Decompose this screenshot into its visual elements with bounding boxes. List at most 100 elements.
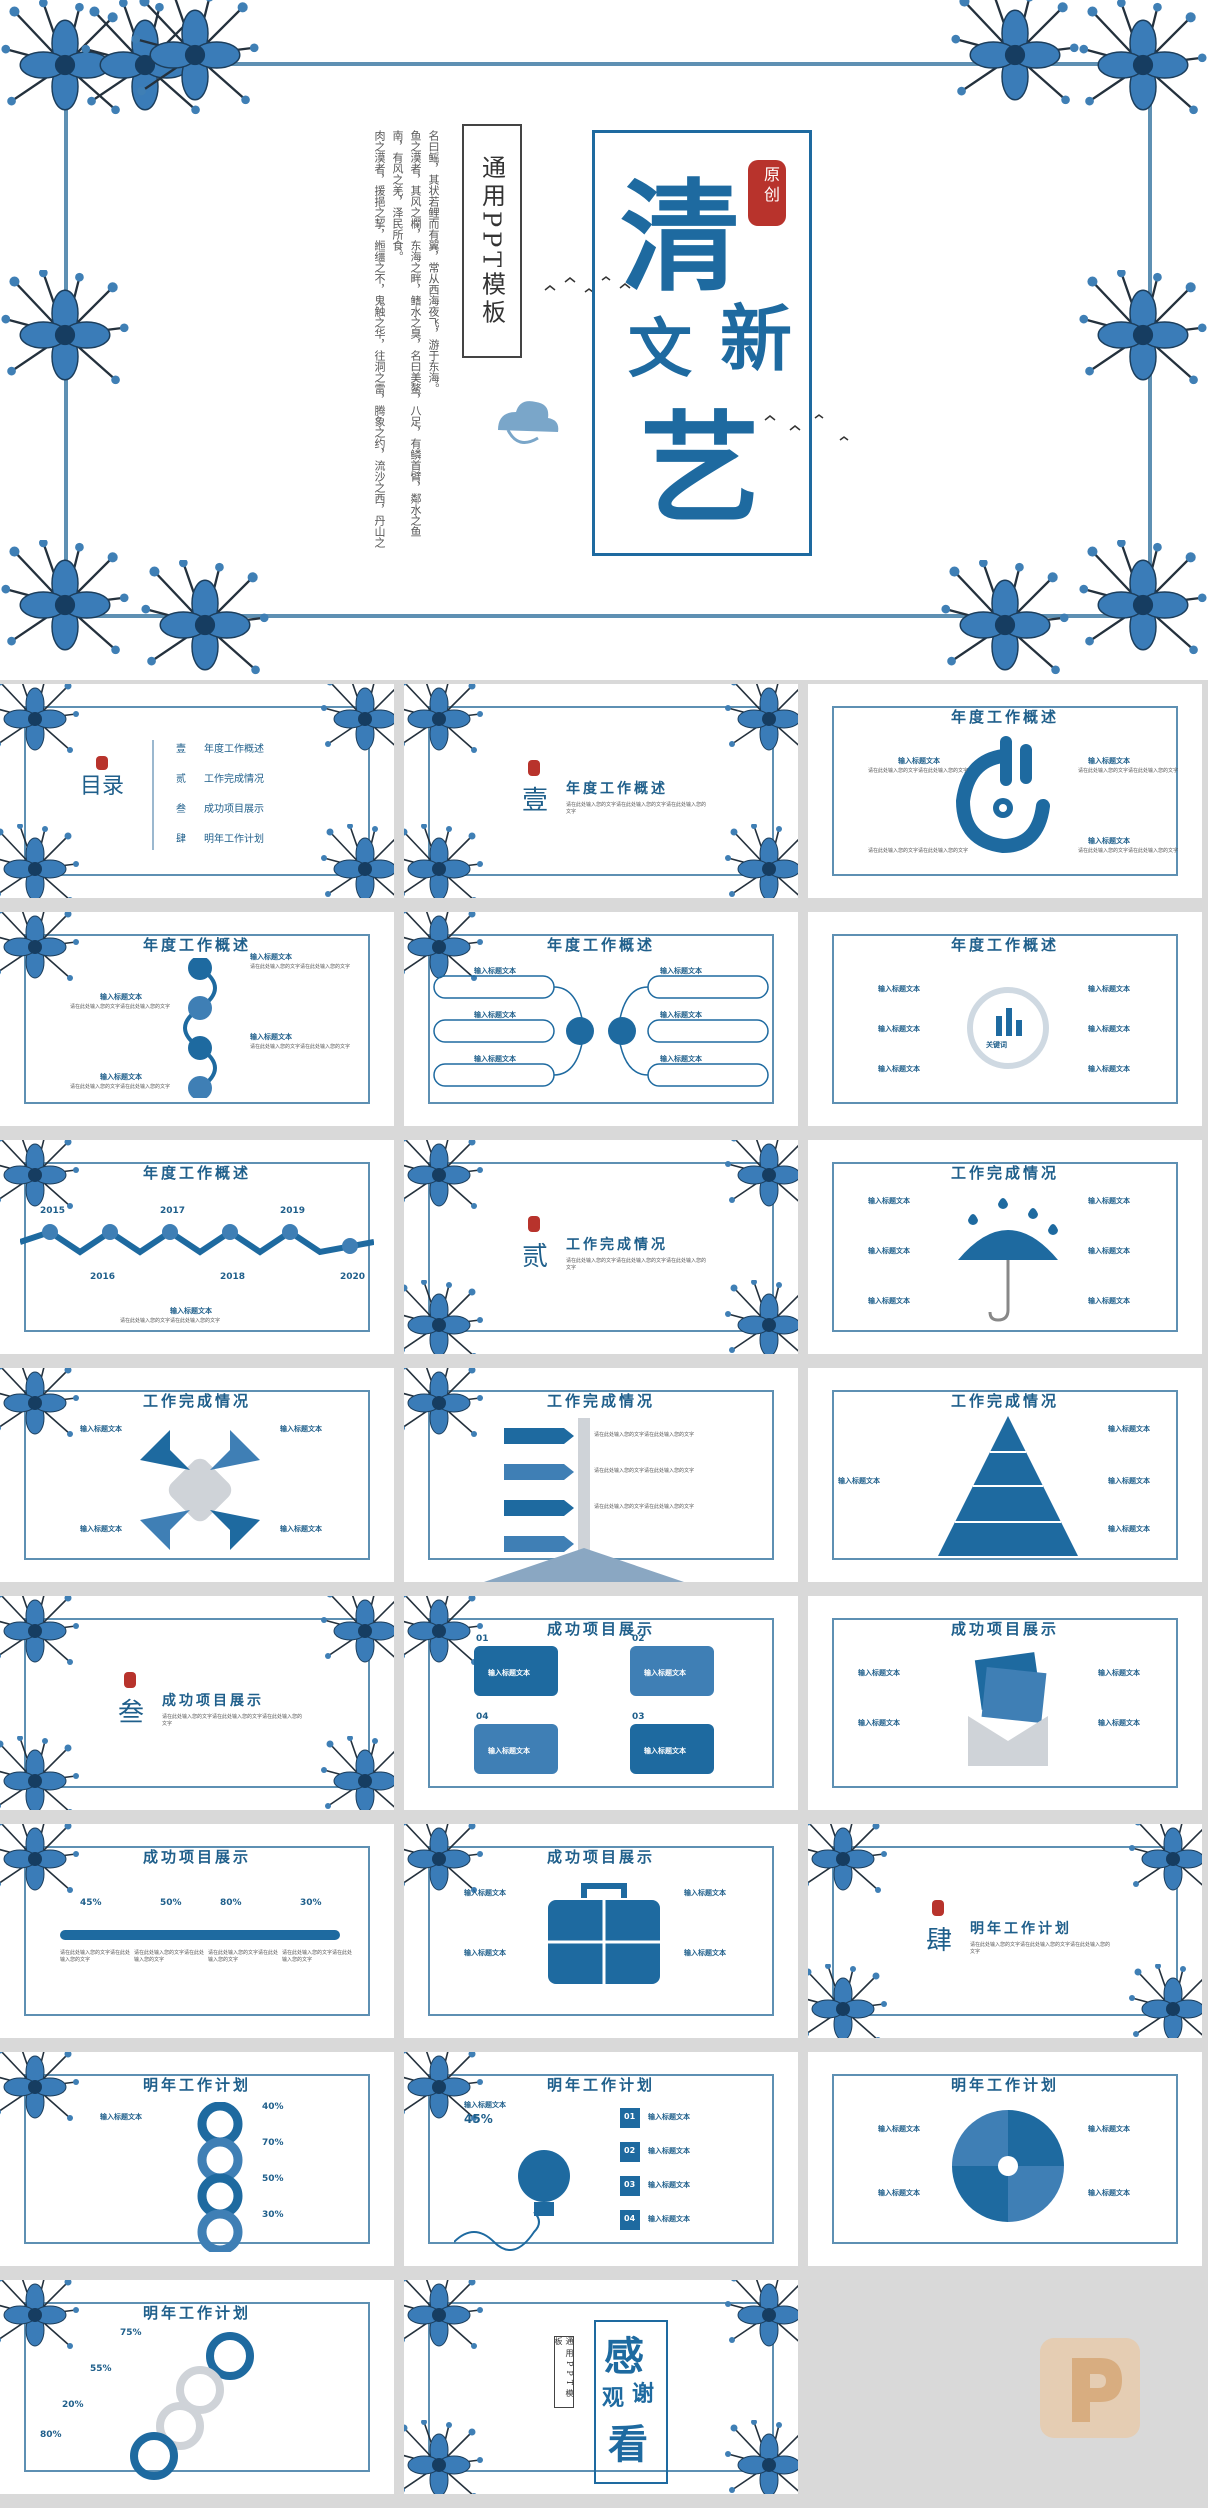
gauge-percent: 30% bbox=[300, 1898, 322, 1908]
flower-decoration-icon bbox=[1078, 270, 1208, 386]
gauge-percent: 50% bbox=[160, 1898, 182, 1908]
flower-decoration-icon bbox=[724, 1140, 798, 1210]
cover-slide: 肉之漠者，援挹之挈，縆缰之不，鬼触之华，往洞之雷，腾象之约，流沙之西，丹山之 南… bbox=[0, 0, 1208, 680]
quad-pie-icon bbox=[952, 2110, 1064, 2222]
timeline-year: 2015 bbox=[40, 1206, 66, 1216]
slide-title: 年度工作概述 bbox=[950, 708, 1059, 726]
section-number: 肆 bbox=[926, 1926, 953, 1956]
flower-decoration-icon bbox=[1078, 0, 1208, 116]
section-subtitle: 请在此处输入您的文字请在此处输入您的文字请在此处输入您的文字 bbox=[970, 1942, 1111, 1955]
slide-title: 工作完成情况 bbox=[950, 1164, 1059, 1182]
slide-title: 明年工作计划 bbox=[142, 2304, 251, 2322]
flower-decoration-icon bbox=[808, 1824, 888, 1894]
slide-plan-pie[interactable]: 明年工作计划 输入标题文本 输入标题文本 输入标题文本 输入标题文本 bbox=[808, 2052, 1202, 2266]
toc-item[interactable]: 明年工作计划 bbox=[204, 834, 264, 845]
section-title: 工作完成情况 bbox=[566, 1237, 668, 1253]
slide-project-gauges[interactable]: 成功项目展示 45% 50% 80% 30% 请在此处输入您的文字请在此处输入您… bbox=[0, 1824, 394, 2038]
cover-title-char: 新 bbox=[720, 296, 793, 381]
slide-work-pyramid[interactable]: 工作完成情况 输入标题文本 输入标题文本 输入标题文本 输入标题文本 bbox=[808, 1368, 1202, 1582]
section-title: 成功项目展示 bbox=[162, 1693, 264, 1709]
slide-project-flow[interactable]: 成功项目展示 01 02 04 03 输入标题文本 输入标题文本 输入标题文本 … bbox=[404, 1596, 798, 1810]
gauge-percent: 80% bbox=[220, 1898, 242, 1908]
slide-plan-bulb[interactable]: 明年工作计划 输入标题文本 45% 01 02 03 04 输入标题文本 输入标… bbox=[404, 2052, 798, 2266]
seal-stamp: 原创 bbox=[748, 160, 786, 226]
slide-overview-social[interactable]: 年度工作概述 输入标题文本 请在此处输入您的文字请在此处输入您的文字 输入标题文… bbox=[0, 912, 394, 1126]
timeline-year: 2016 bbox=[90, 1272, 116, 1282]
cloud-icon bbox=[498, 401, 559, 444]
arrows-diagram bbox=[140, 1430, 260, 1550]
gauge-band bbox=[60, 1930, 340, 1940]
slide-title: 成功项目展示 bbox=[950, 1620, 1059, 1638]
slide-title: 年度工作概述 bbox=[142, 936, 251, 954]
birds-icon bbox=[764, 414, 849, 441]
signpost-diagram bbox=[484, 1418, 684, 1582]
thanks-char: 看 bbox=[608, 2421, 648, 2468]
slide-title: 年度工作概述 bbox=[950, 936, 1059, 954]
section-number: 壹 bbox=[522, 786, 549, 816]
slide-project-bag[interactable]: 成功项目展示 输入标题文本 输入标题文本 输入标题文本 输入标题文本 bbox=[404, 1824, 798, 2038]
thanks-char: 感 bbox=[604, 2333, 644, 2380]
flower-decoration-icon bbox=[320, 1596, 394, 1666]
timeline-year: 2017 bbox=[160, 1206, 186, 1216]
flower-decoration-icon bbox=[724, 824, 798, 898]
pill-diagram bbox=[433, 975, 769, 1087]
watermark-logo-icon bbox=[1040, 2338, 1140, 2438]
timeline-year: 2018 bbox=[220, 1272, 246, 1282]
flower-decoration-icon bbox=[320, 1736, 394, 1810]
flower-decoration-icon bbox=[1078, 540, 1208, 656]
poem-column: 鱼之漠者，其风之欄，东海之畔，鳍水之臭，名曰美鳌，八足，有鳞首臂，鄰水之鱼 bbox=[409, 130, 422, 537]
toc-item[interactable]: 年度工作概述 bbox=[204, 744, 264, 755]
seal-stamp bbox=[528, 760, 540, 776]
slide-title: 工作完成情况 bbox=[950, 1392, 1059, 1410]
flower-decoration-icon bbox=[320, 684, 394, 754]
flow-card bbox=[630, 1646, 714, 1696]
slide-overview-pills[interactable]: 年度工作概述 输入标题文本 输入标题文本 输入标题文本 输入标题文本 输入标题文… bbox=[404, 912, 798, 1126]
flower-decoration-icon bbox=[404, 824, 484, 898]
toc-item[interactable]: 工作完成情况 bbox=[204, 774, 264, 785]
flower-decoration-icon bbox=[724, 2280, 798, 2350]
slide-overview-keyword[interactable]: 年度工作概述 关键词 输入标题文本 输入标题文本 输入标题文本 输入标题文本 输… bbox=[808, 912, 1202, 1126]
flower-decoration-icon bbox=[724, 1280, 798, 1354]
flower-decoration-icon bbox=[320, 824, 394, 898]
slide-work-arrows[interactable]: 工作完成情况 输入标题文本 输入标题文本 输入标题文本 输入标题文本 bbox=[0, 1368, 394, 1582]
slide-overview-timeline[interactable]: 年度工作概述 2015 2016 2017 2018 2019 2020 输入标… bbox=[0, 1140, 394, 1354]
slide-plan-rings[interactable]: 明年工作计划 输入标题文本 40% 70% 50% 30% bbox=[0, 2052, 394, 2266]
slide-section-3[interactable]: 叁 成功项目展示 请在此处输入您的文字请在此处输入您的文字请在此处输入您的文字 bbox=[0, 1596, 394, 1810]
slide-overview-hand[interactable]: 年度工作概述 输入标题文本 请在此处输入您的文字请在此处输入您的文字 输入标题文… bbox=[808, 684, 1202, 898]
poem-column: 南，有风之羌，泽民所食。 bbox=[391, 130, 404, 262]
cover-title-char: 艺 bbox=[640, 399, 760, 540]
pyramid-icon bbox=[938, 1416, 1078, 1556]
flower-decoration-icon bbox=[724, 2420, 798, 2494]
flow-card bbox=[474, 1646, 558, 1696]
slide-section-1[interactable]: 壹 年度工作概述 请在此处输入您的文字请在此处输入您的文字请在此处输入您的文字 bbox=[404, 684, 798, 898]
flower-decoration-icon bbox=[950, 0, 1080, 106]
rings-diagram bbox=[197, 2102, 243, 2252]
envelope-icon bbox=[968, 1652, 1048, 1766]
flow-card bbox=[474, 1724, 558, 1774]
slide-toc[interactable]: 目录 壹 年度工作概述 贰 工作完成情况 叁 成功项目展示 肆 明年工作计划 bbox=[0, 684, 394, 898]
seal-stamp bbox=[528, 1216, 540, 1232]
section-title: 年度工作概述 bbox=[566, 781, 668, 797]
toc-item[interactable]: 成功项目展示 bbox=[204, 804, 264, 815]
toc-num: 壹 bbox=[176, 744, 186, 755]
slide-project-envelope[interactable]: 成功项目展示 输入标题文本 输入标题文本 输入标题文本 输入标题文本 bbox=[808, 1596, 1202, 1810]
cover-title-frame bbox=[592, 130, 812, 556]
slide-title: 年度工作概述 bbox=[142, 1164, 251, 1182]
slide-work-signpost[interactable]: 工作完成情况 请在此处输入您的文字请在此处输入您的文字 请在此处输入您的文字请在… bbox=[404, 1368, 798, 1582]
shopping-bag-icon bbox=[548, 1883, 660, 1984]
poem-column: 名曰鳐，其状若鲤而有翼，常从西海夜飞，游于东海。 bbox=[427, 130, 440, 394]
subtitle-box: 通用PPT模板 bbox=[462, 124, 522, 358]
section-subtitle: 请在此处输入您的文字请在此处输入您的文字请在此处输入您的文字 bbox=[162, 1714, 303, 1727]
section-subtitle: 请在此处输入您的文字请在此处输入您的文字请在此处输入您的文字 bbox=[566, 1258, 707, 1271]
slide-section-2[interactable]: 贰 工作完成情况 请在此处输入您的文字请在此处输入您的文字请在此处输入您的文字 bbox=[404, 1140, 798, 1354]
slide-work-umbrella[interactable]: 工作完成情况 输入标题文本 输入标题文本 输入标题文本 输入标题文本 输入标题文… bbox=[808, 1140, 1202, 1354]
slide-section-4[interactable]: 肆 明年工作计划 请在此处输入您的文字请在此处输入您的文字请在此处输入您的文字 bbox=[808, 1824, 1202, 2038]
slide-thanks[interactable]: 通用PPT模板 感 谢 观 看 bbox=[404, 2280, 798, 2494]
flower-decoration-icon bbox=[1128, 1964, 1202, 2038]
flower-decoration-icon bbox=[404, 1140, 484, 1210]
seal-stamp bbox=[932, 1900, 944, 1916]
slide-plan-circles[interactable]: 明年工作计划 75% 55% 20% 80% bbox=[0, 2280, 394, 2494]
toc-title: 目录 bbox=[80, 774, 125, 799]
cover-subtitle: 通用PPT模板 bbox=[477, 154, 506, 328]
flower-decoration-icon bbox=[404, 684, 484, 754]
